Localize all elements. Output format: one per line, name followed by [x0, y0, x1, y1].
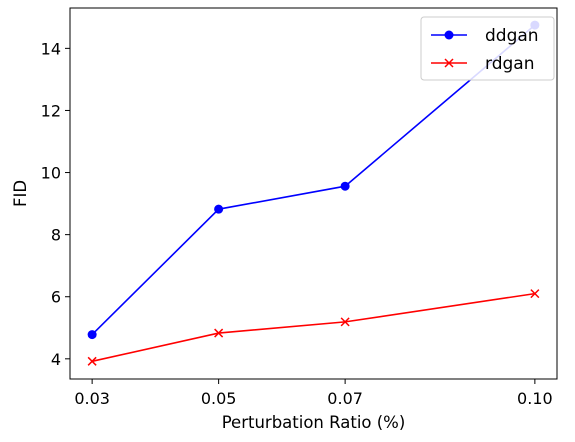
- legend: ddgan rdgan: [420, 16, 555, 81]
- series-line: [91, 24, 536, 336]
- data-point: [340, 317, 350, 327]
- data-point: [214, 204, 224, 214]
- data-point: [214, 328, 224, 338]
- y-tick-label: 8: [51, 226, 61, 245]
- axis-ticks: 0.03 0.05 0.07 0.10 4 6 8 10 12 14: [41, 39, 553, 408]
- x-tick-label: 0.07: [327, 389, 363, 408]
- legend-marker: [444, 30, 454, 40]
- y-tick-label: 6: [51, 288, 61, 307]
- x-axis-label: Perturbation Ratio (%): [222, 413, 406, 432]
- series-rdgan: [87, 289, 540, 366]
- y-axis-label: FID: [11, 180, 30, 207]
- x-tick-label: 0.10: [517, 389, 553, 408]
- data-point: [87, 330, 97, 340]
- y-tick-label: 4: [51, 350, 61, 369]
- y-tick-label: 10: [41, 164, 61, 183]
- legend-label: rdgan: [485, 54, 534, 74]
- x-tick-label: 0.03: [74, 389, 110, 408]
- x-tick-label: 0.05: [201, 389, 237, 408]
- data-point: [340, 181, 350, 191]
- y-tick-label: 14: [41, 39, 61, 58]
- legend-item-ddgan: ddgan: [431, 26, 539, 46]
- axes-frame: [69, 7, 558, 380]
- legend-label: ddgan: [485, 26, 539, 46]
- y-tick-label: 12: [41, 101, 61, 120]
- data-point: [530, 289, 540, 299]
- plot-area: [87, 20, 540, 366]
- legend-box: [420, 16, 555, 81]
- legend-marker: [444, 58, 454, 68]
- series-line: [91, 292, 535, 363]
- legend-item-rdgan: rdgan: [431, 54, 534, 74]
- data-point: [87, 356, 97, 366]
